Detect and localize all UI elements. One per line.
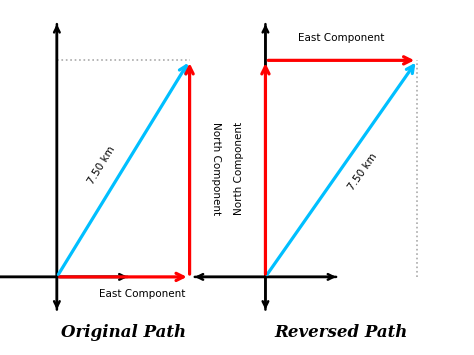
Text: North Component: North Component [210, 122, 221, 215]
Text: East Component: East Component [99, 289, 185, 299]
Text: Original Path: Original Path [61, 324, 186, 341]
Text: 7.50 km: 7.50 km [346, 152, 379, 192]
Text: 7.50 km: 7.50 km [87, 144, 117, 186]
Text: East Component: East Component [298, 33, 384, 43]
Text: Reversed Path: Reversed Path [274, 324, 408, 341]
Text: North Component: North Component [234, 122, 245, 215]
